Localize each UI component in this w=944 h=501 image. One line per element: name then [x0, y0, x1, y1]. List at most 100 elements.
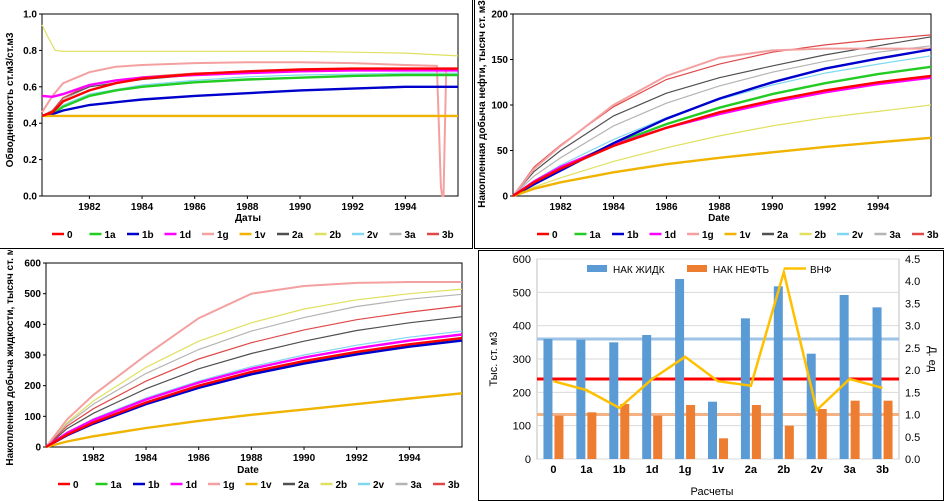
bar-oil-2v [817, 409, 827, 459]
bar-liquid-1g [675, 279, 685, 459]
y-tick-label: 500 [24, 289, 41, 300]
bar-oil-0 [554, 415, 564, 459]
x-axis-label: Расчеты [691, 486, 734, 498]
y-tick-label: 200 [513, 387, 531, 399]
series-line-wor [553, 267, 883, 413]
legend-label: НАК НЕФТЬ [713, 265, 770, 276]
legend-label-3a: 3a [405, 230, 417, 241]
watercut-chart-panel: Обводненность ст.м3/ст.м3 Даты 0.0 0.2 0.4… [0, 0, 473, 249]
x-tick-label: 1984 [135, 453, 158, 464]
bar-oil-2b [784, 425, 794, 459]
y-axis-label: Обводненность ст.м3/ст.м3 [4, 32, 16, 167]
series-line-1d [45, 333, 463, 448]
series-line-1a [41, 73, 458, 118]
x-tick-label: 2v [811, 464, 824, 476]
x-tick-label: 1b [613, 464, 626, 476]
y-tick-label: 300 [513, 354, 531, 366]
y-tick-label: 100 [24, 412, 41, 423]
y-tick-label: 0.6 [23, 82, 37, 93]
bar-liquid-1b [609, 342, 619, 459]
y-tick-label: 400 [24, 320, 41, 331]
x-tick-label: 1984 [602, 202, 625, 213]
x-tick-label: 1990 [289, 202, 312, 213]
bar-oil-1a [587, 412, 597, 459]
legend-label-1a: 1a [111, 480, 123, 491]
legend-label-2v: 2v [373, 480, 385, 491]
bar-liquid-3a [839, 295, 849, 459]
watercut-chart: Обводненность ст.м3/ст.м3 Даты 0.0 0.2 0.4… [4, 10, 459, 241]
scenario-summary-chart: Тыс. ст. м3 Д. ед Расчеты 0 100 200 300 400 5… [488, 254, 938, 498]
series-line-1g [512, 47, 931, 197]
y-tick-label: 0 [502, 192, 508, 203]
legend-label-1a: 1a [590, 230, 602, 241]
x-tick-label: 1994 [398, 453, 421, 464]
series-line-1b [512, 48, 932, 198]
legend-label-2a: 2a [292, 230, 304, 241]
x-tick-label: 1988 [240, 453, 263, 464]
series-line-2a [45, 316, 463, 448]
plot-frame [41, 13, 459, 197]
y-axis-label: Накопленная добыча жидкости, тысяч ст. м… [4, 250, 16, 466]
series-line-0 [512, 74, 932, 198]
x-tick-label: 1988 [708, 202, 731, 213]
y-right-tick-label: 4.0 [905, 276, 920, 288]
legend-label-3a: 3a [890, 230, 902, 241]
y-tick-label: 0.0 [23, 192, 37, 203]
y-tick-label: 600 [24, 259, 41, 270]
x-tick-label: 1986 [188, 453, 211, 464]
bar-liquid-1v [708, 401, 717, 459]
legend-label-1b: 1b [142, 230, 154, 241]
bar-oil-3a [850, 400, 860, 459]
liquid-cumulative-chart: Накопленная добыча жидкости, тысяч ст. м… [4, 250, 463, 491]
series-line-0 [45, 336, 463, 449]
x-tick-label: 2a [745, 464, 758, 476]
legend-label-1v: 1v [740, 230, 752, 241]
series-line-3a [45, 293, 463, 448]
series-line-0 [41, 67, 458, 118]
y-tick-label: 0 [35, 443, 41, 454]
x-tick-label: 1g [679, 464, 692, 476]
legend-label-3b: 3b [448, 480, 460, 491]
bar-oil-3b [883, 400, 893, 459]
legend-label-1g: 1g [217, 230, 229, 241]
legend-swatch-0 [587, 265, 607, 272]
legend-label-0: 0 [73, 480, 79, 491]
oil-cumulative-chart: Накопленная добыча нефти, тысяч ст. м3 D… [476, 0, 939, 241]
bar-liquid-3b [872, 307, 882, 459]
series-line-1v [45, 392, 463, 449]
x-tick-label: 1986 [655, 202, 678, 213]
bar-oil-1b [620, 404, 630, 459]
series-line-3a [512, 45, 932, 197]
y-right-tick-label: 0.5 [905, 432, 920, 444]
y-tick-label: 300 [24, 351, 41, 362]
x-tick-label: 2b [777, 464, 790, 476]
y-right-tick-label: 0.0 [905, 454, 920, 466]
series-line-1v [512, 136, 932, 198]
x-tick-label: 1986 [184, 202, 207, 213]
series-line-3b [512, 34, 932, 197]
legend-label-1d: 1d [180, 230, 192, 241]
x-tick-label: 0 [550, 464, 556, 476]
x-tick-label: 1990 [293, 453, 316, 464]
legend-label-3a: 3a [411, 480, 423, 491]
y-tick-label: 600 [513, 254, 531, 266]
y-right-tick-label: 3.5 [905, 298, 920, 310]
series-line-2a [512, 36, 932, 197]
legend-label-0: 0 [67, 230, 73, 241]
legend-label-2b: 2b [330, 230, 342, 241]
legend-label-1b: 1b [148, 480, 160, 491]
bar-liquid-1d [642, 335, 652, 459]
series-line-1a [45, 338, 463, 449]
oil-cumulative-chart-panel: Накопленная добыча нефти, тысяч ст. м3 D… [474, 0, 944, 249]
y-right-tick-label: 3.0 [905, 321, 920, 333]
y-right-tick-label: 2.0 [905, 365, 920, 377]
x-axis-label: Date [708, 213, 730, 224]
series-line-1b [45, 339, 463, 449]
legend-label: ВНФ [810, 265, 832, 276]
x-tick-label: 1994 [867, 202, 890, 213]
x-tick-label: 1v [712, 464, 725, 476]
legend-label-1g: 1g [702, 230, 714, 241]
legend-label-2a: 2a [298, 480, 310, 491]
legend-label-2b: 2b [336, 480, 348, 491]
x-axis-label: Date [237, 465, 259, 476]
